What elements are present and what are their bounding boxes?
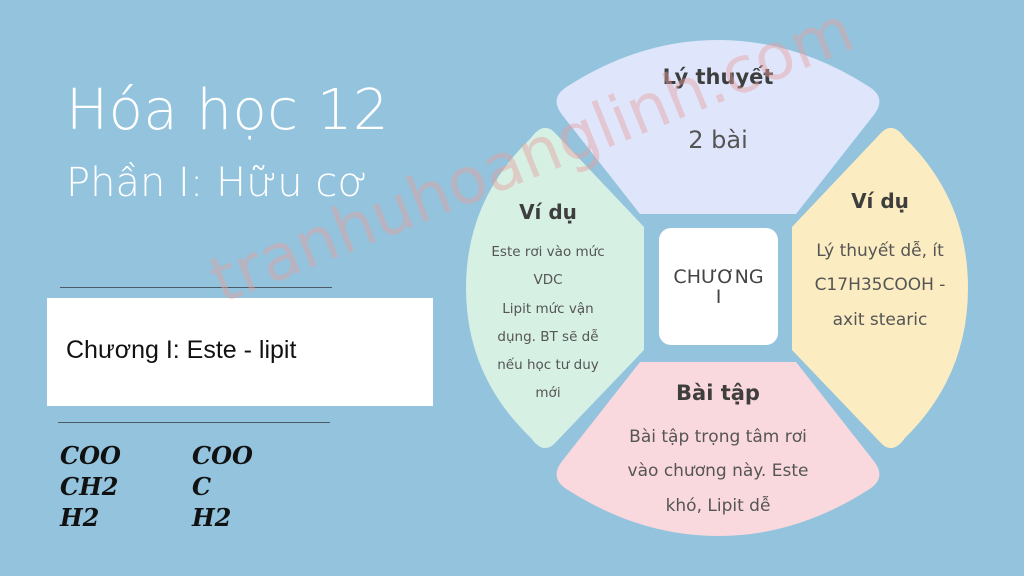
formula-text: H2 — [192, 503, 232, 532]
chapter-label: Chương I: Este - lipit — [66, 336, 297, 364]
segment-left — [466, 127, 644, 449]
formula-text: H2 — [60, 503, 100, 532]
segment-right — [792, 127, 968, 449]
slide-title: Hóa học 12 — [66, 78, 390, 143]
left-body-line: VDC — [533, 272, 562, 288]
divider-bottom — [58, 422, 330, 423]
right-body-line: Lý thuyết dễ, ít — [816, 240, 944, 261]
left-body-line: mới — [535, 385, 560, 401]
left-body-line: nếu học tư duy — [497, 356, 599, 373]
right-body-line: C17H35COOH - — [815, 275, 946, 295]
formula-text: C — [192, 472, 212, 501]
segment-bottom — [556, 362, 880, 536]
bottom-body-line: vào chương này. Este — [628, 461, 809, 481]
left-title: Ví dụ — [519, 200, 577, 224]
left-body-line: Este rơi vào mức — [491, 244, 604, 260]
formula-text: CH2 — [60, 472, 119, 501]
center-label-line: I — [715, 285, 722, 308]
left-body-line: dụng. BT sẽ dễ — [497, 328, 598, 345]
formula-text: COO — [60, 441, 121, 470]
center-label-line: CHƯƠNG — [673, 265, 764, 288]
segment-top — [556, 40, 880, 214]
top-body-line: 2 bài — [688, 126, 748, 154]
right-title: Ví dụ — [851, 189, 909, 213]
right-body-line: axit stearic — [833, 310, 928, 330]
top-title: Lý thuyết — [663, 65, 774, 89]
left-body-line: Lipit mức vận — [502, 301, 593, 317]
bottom-title: Bài tập — [676, 381, 760, 405]
bottom-body-line: khó, Lipit dễ — [666, 495, 771, 516]
center-box: CHƯƠNG I — [659, 228, 778, 345]
divider-top — [60, 287, 332, 288]
chapter-box — [47, 298, 433, 406]
slide-subtitle: Phần I: Hữu cơ — [66, 160, 368, 206]
formula-column-2: COO C H2 — [192, 440, 253, 533]
formula-column-1: COO CH2 H2 — [60, 440, 121, 533]
formula-text: COO — [192, 441, 253, 470]
bottom-body-line: Bài tập trọng tâm rơi — [629, 427, 807, 447]
